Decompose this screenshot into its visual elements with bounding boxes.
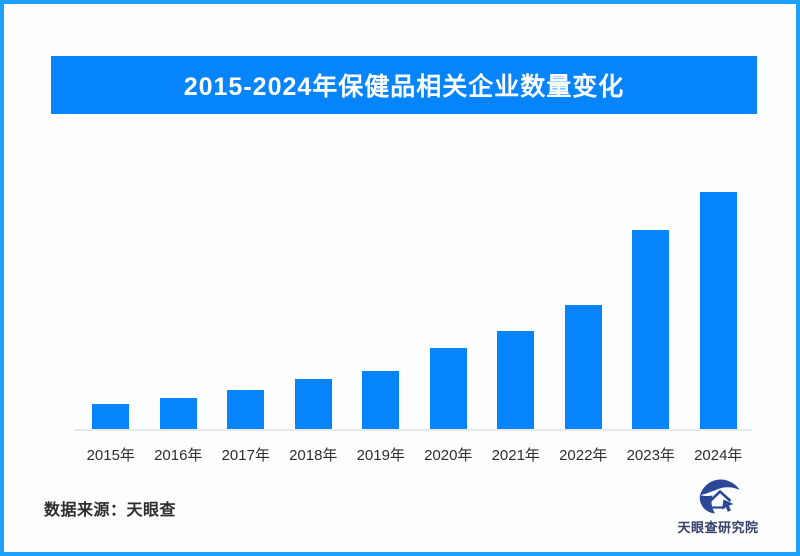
- x-axis-label: 2019年: [356, 447, 405, 464]
- bar-column: [482, 192, 550, 430]
- chart-title-banner: 2015-2024年保健品相关企业数量变化: [51, 56, 757, 114]
- bar-column: [77, 192, 145, 430]
- bar-2019年: [362, 370, 400, 430]
- bar-column: [347, 192, 415, 430]
- bar-column: [280, 192, 348, 430]
- x-axis-label: 2024年: [694, 447, 743, 464]
- bar-2021年: [497, 331, 535, 430]
- x-axis-label: 2022年: [559, 447, 608, 464]
- bar-column: [685, 192, 753, 430]
- x-axis-labels: 2015年 2016年 2017年 2018年 2019年 2020年 2021年 2022年…: [77, 444, 752, 465]
- bar-2018年: [294, 378, 332, 430]
- bar-2015年: [92, 403, 130, 430]
- bar-2022年: [564, 305, 602, 430]
- bar-column: [550, 192, 618, 430]
- x-axis-label: 2015年: [86, 447, 135, 464]
- data-source-label: 数据来源：天眼查: [44, 502, 177, 519]
- brand-logo-text: 天眼查研究院: [677, 520, 759, 535]
- bar-2023年: [632, 230, 670, 430]
- x-axis-label: 2021年: [491, 447, 540, 464]
- bar-chart: [77, 192, 752, 430]
- bar-2024年: [699, 192, 737, 430]
- bar-column: [415, 192, 483, 430]
- bar-2016年: [159, 397, 197, 430]
- x-axis-label: 2020年: [424, 447, 473, 464]
- bar-column: [145, 192, 213, 430]
- bar-2020年: [429, 347, 467, 430]
- tianyancha-eye-logo: [699, 479, 740, 514]
- x-axis-label: 2016年: [154, 447, 203, 464]
- x-axis-label: 2018年: [289, 447, 338, 464]
- x-axis-line: [74, 429, 752, 431]
- x-axis-label: 2023年: [626, 447, 675, 464]
- bar-2017年: [227, 389, 265, 430]
- chart-title: 2015-2024年保健品相关企业数量变化: [183, 73, 625, 101]
- x-axis-label: 2017年: [221, 447, 270, 464]
- bar-column: [617, 192, 685, 430]
- bar-column: [212, 192, 280, 430]
- brand-logo: 天眼查研究院: [670, 476, 766, 536]
